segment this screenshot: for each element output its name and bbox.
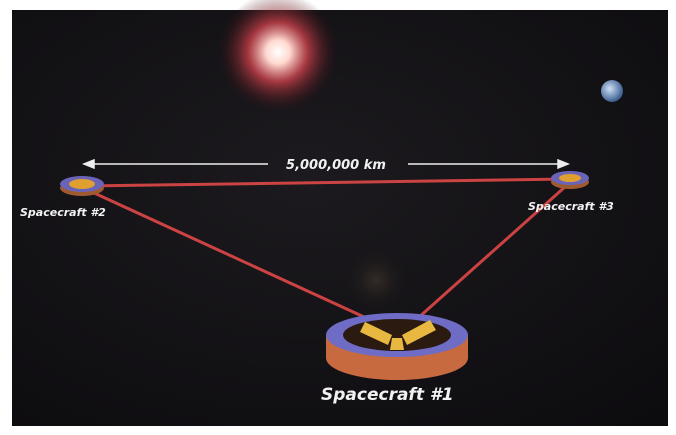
spacecraft-1 [326, 313, 468, 380]
spacecraft-3 [551, 171, 589, 189]
distance-label: 5,000,000 km [286, 158, 386, 173]
node-label: Spacecraft #1 [321, 385, 454, 405]
spacecraft-2 [60, 176, 104, 196]
glow [344, 248, 408, 312]
node-label: Spacecraft #2 [20, 206, 106, 219]
node-label: Spacecraft #3 [528, 200, 614, 213]
diagram: 5,000,000 km Spacecraft #2 Spacecraft #3… [0, 0, 676, 435]
earth [601, 80, 623, 102]
